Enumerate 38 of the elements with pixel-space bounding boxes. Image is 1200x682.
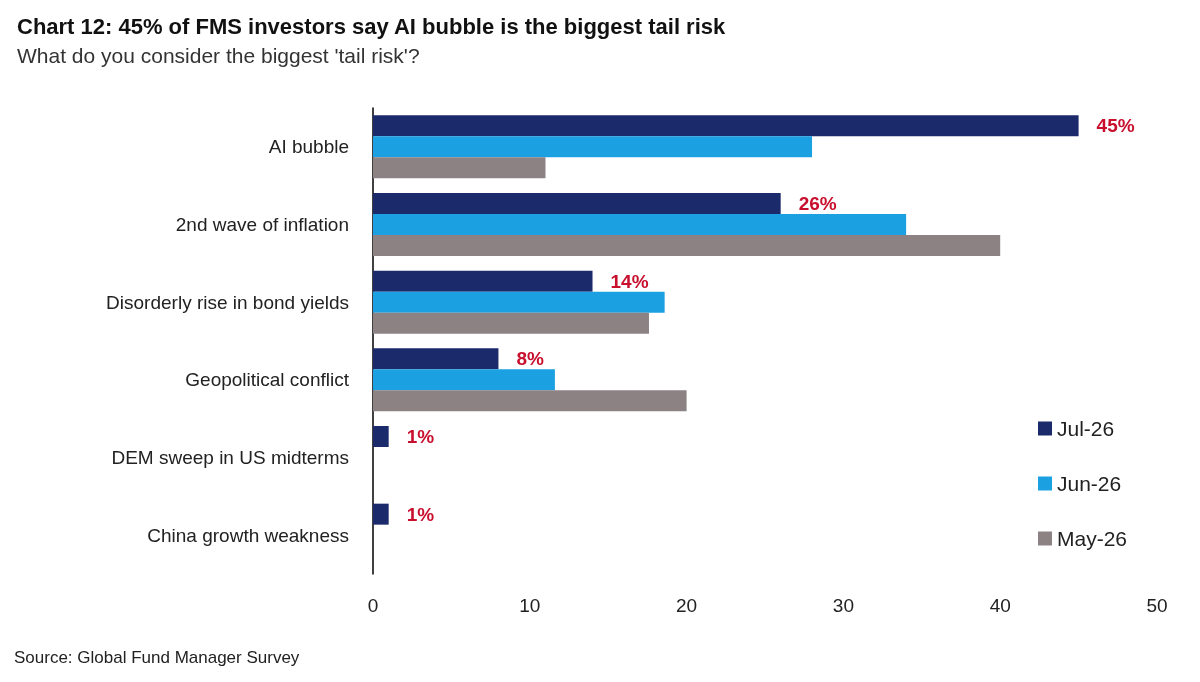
x-tick-label: 10 (519, 595, 541, 616)
bar (373, 291, 665, 313)
source-note: Source: Global Fund Manager Survey (14, 648, 300, 667)
y-tick-label: DEM sweep in US midterms (111, 447, 349, 468)
legend-label: Jul-26 (1056, 417, 1115, 440)
bar (373, 136, 813, 158)
chart-subtitle: What do you consider the biggest 'tail risk'? (17, 44, 420, 67)
bar (373, 503, 389, 525)
bar (373, 348, 499, 370)
data-label: 1% (406, 426, 435, 447)
x-tick-label: 20 (676, 595, 698, 616)
bar (373, 157, 546, 179)
bar (373, 426, 389, 447)
bar (373, 115, 1079, 137)
bar (373, 270, 593, 292)
y-tick-label: China growth weakness (147, 524, 349, 546)
data-label: 1% (406, 503, 435, 525)
y-tick-label: Geopolitical conflict (185, 369, 350, 391)
chart-title: Chart 12: 45% of FMS investors say AI bubble is the biggest tail risk (17, 13, 727, 39)
bar (373, 193, 781, 214)
data-label: 26% (798, 193, 837, 214)
legend-label: May-26 (1056, 527, 1128, 550)
y-tick-label: AI bubble (268, 136, 349, 158)
bar (373, 214, 907, 235)
bar (373, 312, 649, 334)
legend-label: Jun-26 (1056, 472, 1122, 495)
y-tick-label: Disorderly rise in bond yields (106, 291, 349, 313)
y-tick-label: 2nd wave of inflation (175, 214, 349, 235)
x-tick-label: 40 (989, 595, 1011, 616)
data-label: 8% (516, 348, 545, 370)
bar (373, 369, 555, 391)
x-tick-label: 50 (1146, 595, 1168, 616)
bar (373, 235, 1001, 256)
data-label: 14% (610, 270, 649, 292)
x-tick-label: 30 (832, 595, 854, 616)
data-label: 45% (1096, 115, 1135, 137)
x-tick-label: 0 (367, 595, 379, 616)
bar (373, 390, 687, 412)
